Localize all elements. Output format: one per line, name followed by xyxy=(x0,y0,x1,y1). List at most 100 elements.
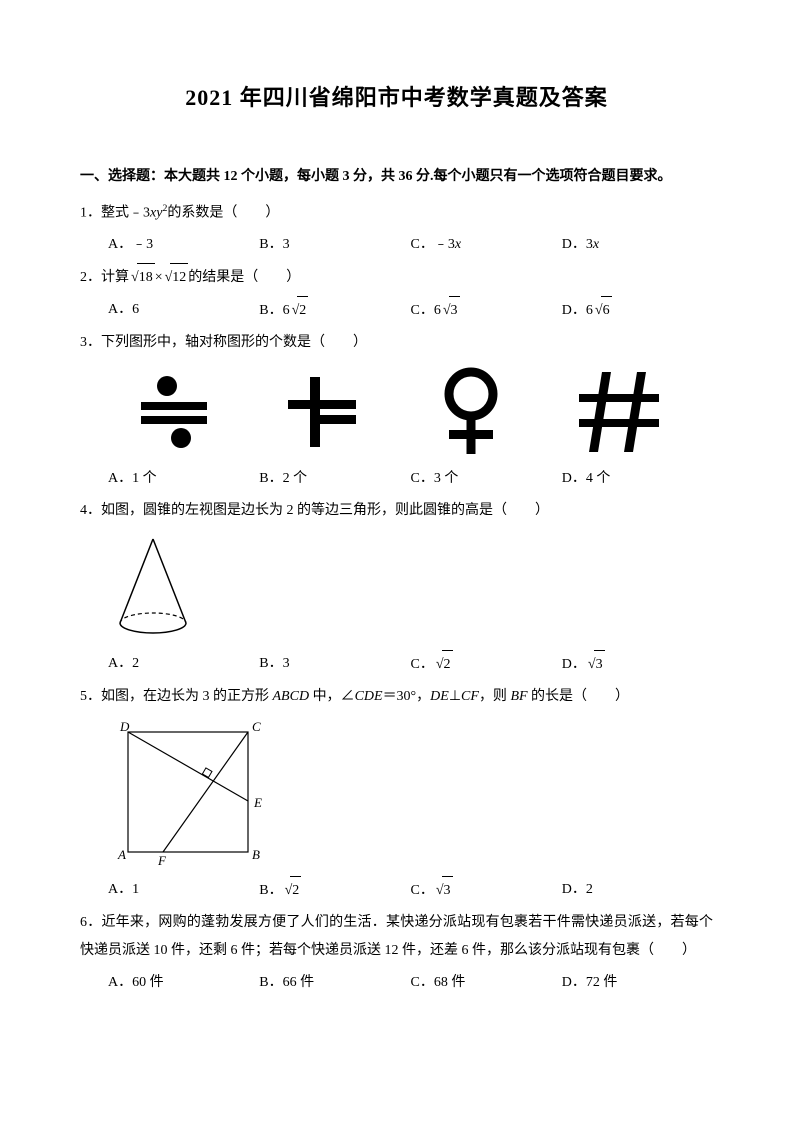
q4-d-root: 3 xyxy=(594,650,605,679)
question-5: 5．如图，在边长为 3 的正方形 ABCD 中，∠CDE＝30°，DE⊥CF，则… xyxy=(80,683,713,711)
q3-symbol-1 xyxy=(100,367,248,457)
q4-d-prefix: D． xyxy=(562,657,586,672)
q4-c-sqrt: 2 xyxy=(434,650,453,679)
q2-d-sqrt: 6 xyxy=(593,296,612,325)
q3-symbols-row xyxy=(100,367,693,457)
q5-opt-a: A．1 xyxy=(108,876,259,905)
q1-opt-d: D．3x xyxy=(562,231,713,259)
q3-symbol-4 xyxy=(545,367,693,457)
q1-c-prefix: C．﹣3 xyxy=(411,237,455,252)
q3-opt-c: C．3 个 xyxy=(411,465,562,493)
q2-sqrt2: 12 xyxy=(163,263,189,292)
label-a: A xyxy=(117,847,126,862)
q5-opt-d: D．2 xyxy=(562,876,713,905)
q4-figure xyxy=(108,531,713,646)
q5-b-root: 2 xyxy=(290,876,301,905)
female-icon xyxy=(436,367,506,457)
q6-opt-c: C．68 件 xyxy=(411,969,562,997)
q2-sqrt1: 18 xyxy=(129,263,155,292)
q1-opt-c: C．﹣3x xyxy=(411,231,562,259)
q2-opt-c: C．6 3 xyxy=(411,296,562,325)
q1-c-var: x xyxy=(455,237,461,252)
turnstile-icon xyxy=(282,372,362,452)
q2-c-sqrt: 3 xyxy=(441,296,460,325)
q1-d-prefix: D．3 xyxy=(562,237,593,252)
q1-opt-a: A．﹣3 xyxy=(108,231,259,259)
q4-opt-c: C． 2 xyxy=(411,650,562,679)
q4-options: A．2 B．3 C． 2 D． 3 xyxy=(80,650,713,679)
q4-opt-a: A．2 xyxy=(108,650,259,679)
q5-mid3: ，则 xyxy=(479,689,511,704)
q5-bf: BF xyxy=(510,689,527,704)
q4-c-root: 2 xyxy=(442,650,453,679)
q6-opt-b: B．66 件 xyxy=(259,969,410,997)
q5-figure: D C A B E F xyxy=(108,717,713,872)
question-1: 1．整式﹣3xy2的系数是（ ） xyxy=(80,199,713,228)
q2-c-root: 3 xyxy=(449,296,460,325)
q3-opt-a: A．1 个 xyxy=(108,465,259,493)
q2-sqrt2-body: 12 xyxy=(170,263,188,292)
square-diagram-icon: D C A B E F xyxy=(108,717,288,867)
q5-perp: ⊥ xyxy=(449,689,461,704)
q4-opt-b: B．3 xyxy=(259,650,410,679)
hash-icon xyxy=(574,367,664,457)
q1-text-prefix: 1．整式﹣3 xyxy=(80,205,150,220)
label-b: B xyxy=(252,847,260,862)
q4-d-sqrt: 3 xyxy=(586,650,605,679)
q1-opt-b: B．3 xyxy=(259,231,410,259)
q1-var: xy xyxy=(150,205,162,220)
cone-icon xyxy=(108,531,198,641)
q2-mid: × xyxy=(155,270,163,285)
q5-cde: CDE xyxy=(355,689,383,704)
label-f: F xyxy=(157,853,167,867)
q2-opt-d: D．6 6 xyxy=(562,296,713,325)
section-1-header: 一、选择题：本大题共 12 个小题，每小题 3 分，共 36 分.每个小题只有一… xyxy=(80,162,713,193)
q5-de: DE xyxy=(430,689,449,704)
page-title: 2021 年四川省绵阳市中考数学真题及答案 xyxy=(80,80,713,112)
question-2: 2．计算 18× 12的结果是（ ） xyxy=(80,263,713,292)
q6-opt-a: A．60 件 xyxy=(108,969,259,997)
q2-b-prefix: B．6 xyxy=(259,303,289,318)
q3-opt-d: D．4 个 xyxy=(562,465,713,493)
q5-c-sqrt: 3 xyxy=(434,876,453,905)
q2-prefix: 2．计算 xyxy=(80,270,129,285)
q2-suffix: 的结果是（ ） xyxy=(188,270,300,285)
label-d: D xyxy=(119,719,130,734)
q5-b-sqrt: 2 xyxy=(283,876,302,905)
q5-b-prefix: B． xyxy=(259,883,282,898)
q5-c-root: 3 xyxy=(442,876,453,905)
q2-b-root: 2 xyxy=(297,296,308,325)
q3-opt-b: B．2 个 xyxy=(259,465,410,493)
q2-c-prefix: C．6 xyxy=(411,303,441,318)
q5-opt-c: C． 3 xyxy=(411,876,562,905)
divide-icon xyxy=(129,372,219,452)
question-4: 4．如图，圆锥的左视图是边长为 2 的等边三角形，则此圆锥的高是（ ） xyxy=(80,497,713,525)
q5-mid1: 中，∠ xyxy=(309,689,355,704)
q6-options: A．60 件 B．66 件 C．68 件 D．72 件 xyxy=(80,969,713,997)
q4-c-prefix: C． xyxy=(411,657,434,672)
q5-mid2: ＝30°， xyxy=(383,689,431,704)
q3-symbol-3 xyxy=(397,367,545,457)
q5-c-prefix: C． xyxy=(411,883,434,898)
question-3: 3．下列图形中，轴对称图形的个数是（ ） xyxy=(80,329,713,357)
q1-text-suffix: 的系数是（ ） xyxy=(167,205,279,220)
q3-symbol-2 xyxy=(248,367,396,457)
q2-d-root: 6 xyxy=(601,296,612,325)
q3-options: A．1 个 B．2 个 C．3 个 D．4 个 xyxy=(80,465,713,493)
label-e: E xyxy=(253,795,262,810)
q2-opt-b: B．6 2 xyxy=(259,296,410,325)
q4-opt-d: D． 3 xyxy=(562,650,713,679)
q6-opt-d: D．72 件 xyxy=(562,969,713,997)
q1-options: A．﹣3 B．3 C．﹣3x D．3x xyxy=(80,231,713,259)
q5-prefix: 5．如图，在边长为 3 的正方形 xyxy=(80,689,273,704)
q2-options: A．6 B．62 C．63 D．66 xyxy=(80,296,713,325)
question-6: 6．近年来，网购的蓬勃发展方便了人们的生活．某快递分派站现有包裹若干件需快递员派… xyxy=(80,909,713,965)
label-c: C xyxy=(252,719,261,734)
q1-d-var: x xyxy=(593,237,599,252)
q2-d-prefix: D．6 xyxy=(562,303,593,318)
q5-options: A．1 B． 2 C． 3 D．2 xyxy=(80,876,713,905)
q5-cf: CF xyxy=(461,689,479,704)
q5-opt-b: B． 2 xyxy=(259,876,410,905)
exam-page: 2021 年四川省绵阳市中考数学真题及答案 一、选择题：本大题共 12 个小题，… xyxy=(0,0,793,1122)
q2-sqrt1-body: 18 xyxy=(137,263,155,292)
